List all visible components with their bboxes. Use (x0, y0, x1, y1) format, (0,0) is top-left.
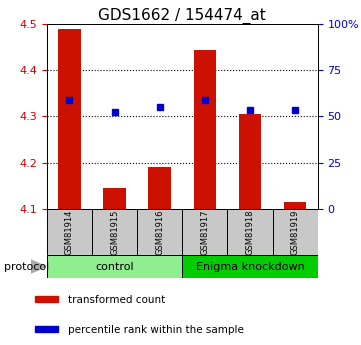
FancyBboxPatch shape (182, 255, 318, 278)
Text: transformed count: transformed count (69, 295, 166, 305)
Text: GSM81919: GSM81919 (291, 209, 300, 255)
Bar (239, 114, 261, 209)
FancyBboxPatch shape (137, 209, 182, 255)
Bar (284, 202, 306, 209)
Bar (103, 188, 126, 209)
FancyBboxPatch shape (47, 255, 182, 278)
Text: GSM81918: GSM81918 (245, 209, 255, 255)
Text: Enigma knockdown: Enigma knockdown (196, 262, 304, 272)
Text: protocol: protocol (4, 262, 49, 272)
Bar (58, 29, 81, 209)
FancyBboxPatch shape (47, 209, 92, 255)
Polygon shape (31, 260, 46, 273)
Text: GSM81914: GSM81914 (65, 209, 74, 255)
FancyBboxPatch shape (182, 209, 227, 255)
FancyBboxPatch shape (273, 209, 318, 255)
Text: GSM81917: GSM81917 (200, 209, 209, 255)
Title: GDS1662 / 154474_at: GDS1662 / 154474_at (99, 8, 266, 24)
Bar (193, 50, 216, 209)
Bar (35, 326, 58, 333)
Bar (35, 296, 58, 302)
Text: control: control (95, 262, 134, 272)
Text: percentile rank within the sample: percentile rank within the sample (69, 325, 244, 335)
Text: GSM81916: GSM81916 (155, 209, 164, 255)
FancyBboxPatch shape (227, 209, 273, 255)
Text: GSM81915: GSM81915 (110, 209, 119, 255)
FancyBboxPatch shape (92, 209, 137, 255)
Bar (148, 167, 171, 209)
